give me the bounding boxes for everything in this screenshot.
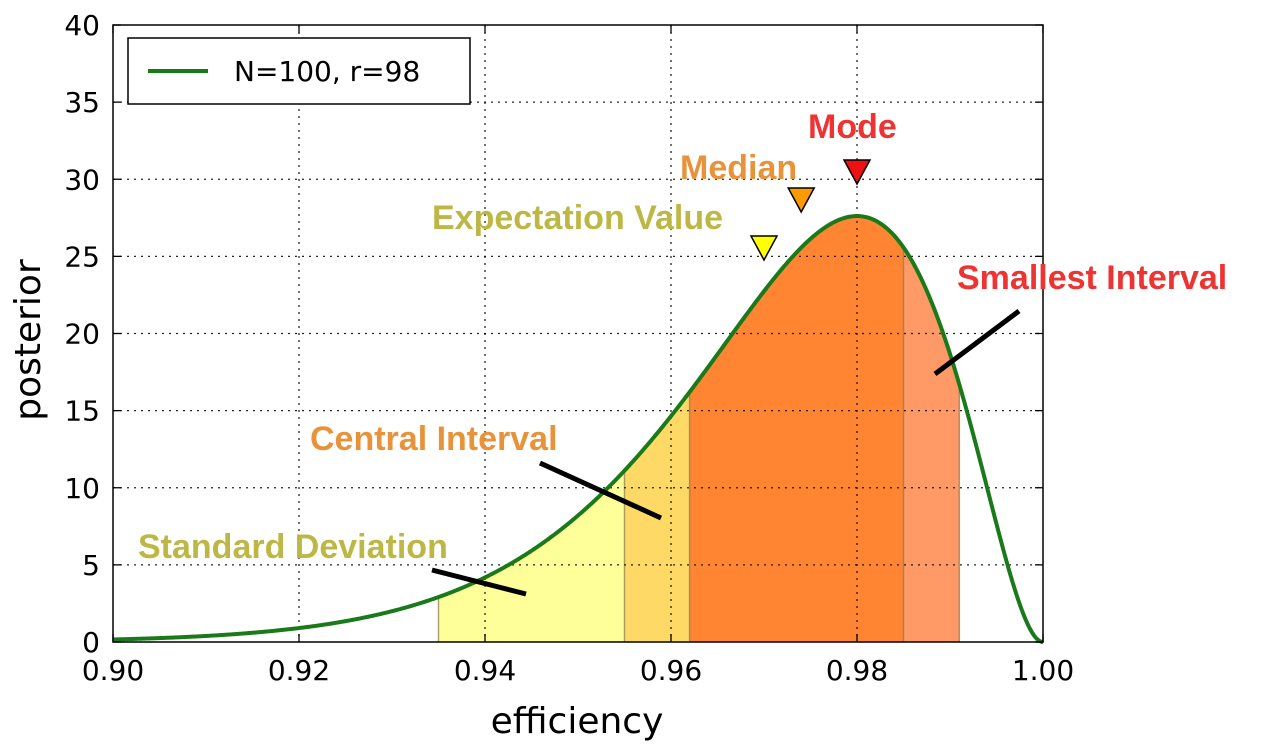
- label-smallest-interval: Smallest Interval: [957, 259, 1227, 297]
- y-tick-label: 15: [64, 395, 100, 428]
- pointer-line: [538, 460, 663, 521]
- legend-label: N=100, r=98: [234, 55, 420, 88]
- x-tick-label: 0.94: [454, 654, 516, 687]
- y-axis-label: posterior: [8, 259, 49, 421]
- x-tick-label: 0.92: [268, 654, 330, 687]
- posterior-curve: [112, 214, 1044, 644]
- x-axis-label: efficiency: [491, 701, 664, 742]
- label-standard-deviation: Standard Deviation: [138, 528, 448, 566]
- label-expectation-value: Expectation Value: [432, 199, 723, 237]
- marker-expectation-value: [749, 235, 779, 262]
- x-tick-label: 0.90: [82, 654, 144, 687]
- pointer-line: [431, 567, 527, 597]
- label-central-interval: Central Interval: [310, 420, 558, 458]
- x-tick-label: 0.96: [640, 654, 702, 687]
- marker-mode: [842, 159, 872, 186]
- x-tick-label: 1.00: [1012, 654, 1074, 687]
- label-mode: Mode: [808, 108, 897, 146]
- x-tick-label: 0.98: [826, 654, 888, 687]
- annotations: Expectation Value Median Mode Standard Devi…: [138, 108, 1227, 597]
- y-tick-label: 25: [64, 240, 100, 273]
- shaded-regions: [437, 216, 961, 643]
- legend: N=100, r=98: [127, 37, 471, 105]
- y-tick-label: 30: [64, 163, 100, 196]
- y-tick-label: 40: [64, 9, 100, 42]
- marker-triangles: [749, 159, 872, 262]
- label-median: Median: [680, 149, 797, 187]
- y-tick-label: 5: [82, 549, 100, 582]
- y-tick-label: 0: [82, 626, 100, 659]
- y-tick-label: 35: [64, 86, 100, 119]
- shaded-region: [689, 216, 904, 643]
- axes: 0.90 0.92 0.94 0.96 0.98 1.00 0 5 10 15 20 25 30 35 40: [64, 9, 1074, 687]
- pointer-line: [933, 309, 1021, 376]
- y-tick-label: 20: [64, 318, 100, 351]
- marker-median: [786, 187, 816, 214]
- y-tick-label: 10: [64, 472, 100, 505]
